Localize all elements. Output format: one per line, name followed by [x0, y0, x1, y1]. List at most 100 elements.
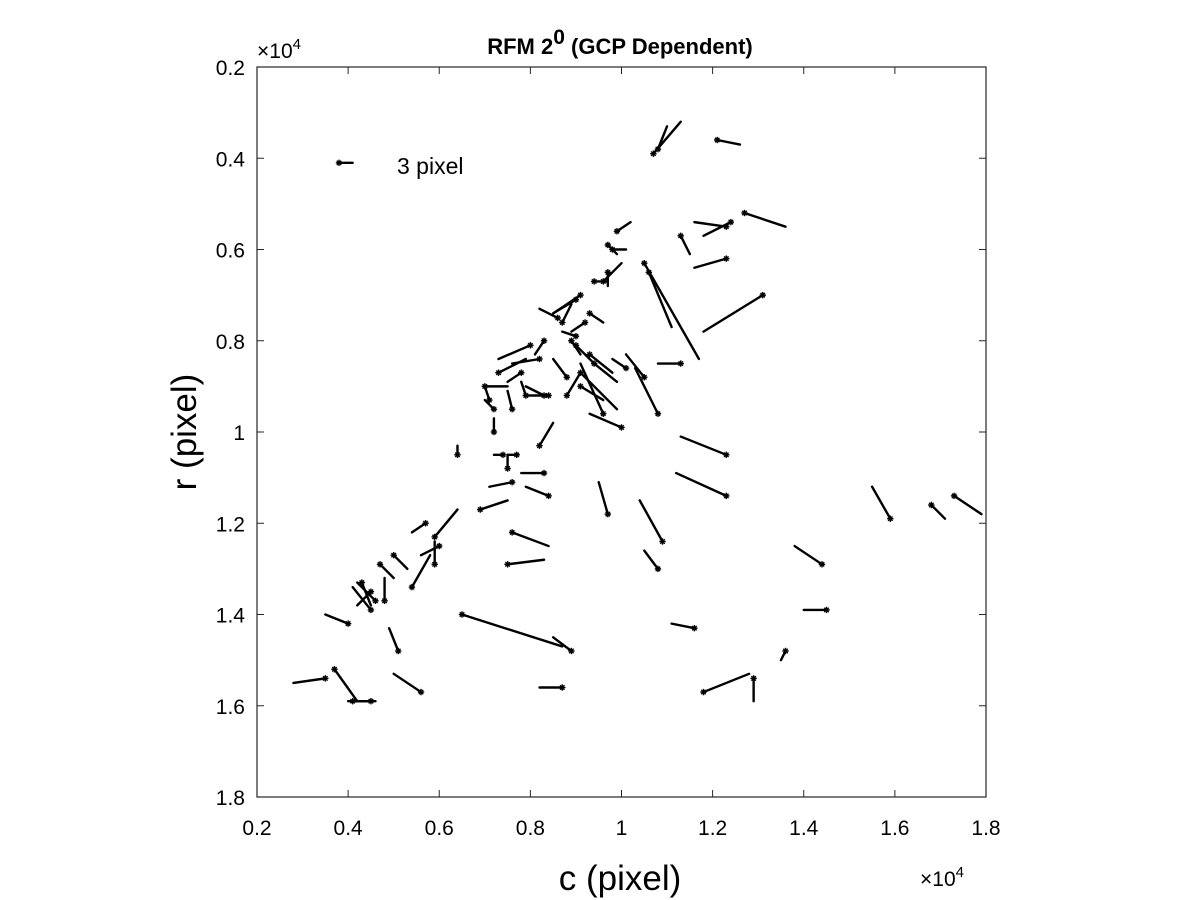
vector-base-marker — [641, 374, 648, 381]
vector-base-marker — [750, 675, 757, 682]
error-vector — [670, 622, 696, 630]
vector-base-marker — [545, 392, 552, 399]
vector-base-marker — [545, 492, 552, 500]
error-vector — [597, 480, 610, 516]
error-vector — [638, 499, 664, 543]
x-tick-label: 1.8 — [971, 817, 1000, 840]
vector-base-marker — [613, 228, 621, 235]
vector-base-marker — [645, 269, 653, 276]
vector-base-marker — [518, 369, 525, 376]
vector-base-marker — [577, 383, 584, 390]
vector-base-marker — [604, 241, 612, 249]
error-vector — [633, 366, 660, 415]
vector-base-marker — [586, 351, 593, 358]
vector-base-marker — [581, 319, 589, 326]
error-vector — [538, 307, 559, 320]
error-vector — [952, 494, 983, 516]
vector-base-marker — [540, 337, 548, 344]
vector-base-marker — [436, 542, 443, 550]
vector-base-marker — [618, 424, 625, 431]
error-vector — [579, 385, 605, 402]
vector-base-marker — [322, 675, 329, 682]
vector-base-marker — [372, 597, 379, 605]
vector-base-marker — [458, 611, 466, 618]
vector-base-marker — [344, 620, 352, 627]
vector-base-marker — [490, 428, 498, 436]
vector-base-marker — [650, 150, 657, 157]
error-vector — [656, 125, 669, 151]
vector-base-marker — [490, 405, 498, 413]
vector-base-marker — [609, 246, 616, 253]
vector-base-marker — [887, 515, 894, 522]
error-vector — [624, 353, 646, 379]
error-vector — [561, 330, 578, 338]
vector-base-marker — [622, 364, 630, 372]
vector-base-marker — [504, 465, 511, 472]
error-vector — [333, 668, 359, 703]
y-tick-label: 1 — [233, 422, 245, 445]
plot-frame — [256, 66, 987, 798]
vector-base-marker — [431, 533, 438, 541]
y-tick-label: 0.4 — [216, 148, 246, 171]
error-vector — [592, 362, 619, 384]
error-vector — [551, 636, 573, 653]
error-vector — [574, 344, 596, 365]
error-vector — [930, 503, 947, 520]
vector-base-marker — [381, 597, 388, 605]
vector-base-marker — [568, 337, 575, 344]
error-vector — [715, 138, 742, 146]
vector-base-marker — [563, 374, 571, 381]
error-vector — [497, 344, 532, 361]
vector-base-marker — [823, 606, 830, 614]
vector-base-marker — [499, 451, 507, 459]
y-tick-label: 1.8 — [216, 787, 245, 810]
vector-base-marker — [723, 223, 730, 230]
x-tick-label: 0.4 — [334, 817, 364, 840]
vector-base-marker — [408, 583, 416, 591]
vector-base-marker — [554, 314, 561, 322]
x-tick-label: 1.6 — [880, 817, 909, 840]
error-vector — [488, 480, 514, 488]
vector-base-marker — [477, 506, 484, 513]
vector-base-marker — [454, 451, 461, 459]
vector-base-marker — [677, 232, 684, 240]
vector-base-marker — [723, 255, 730, 262]
vector-base-marker — [568, 647, 575, 655]
y-axis-multiplier: ×104 — [257, 36, 301, 63]
error-vector — [392, 672, 423, 694]
error-vector — [702, 293, 764, 333]
error-vector — [679, 435, 728, 457]
error-vector — [433, 508, 459, 539]
vector-base-marker — [727, 218, 735, 226]
vector-base-marker — [600, 410, 607, 417]
legend: 3 pixel — [335, 153, 463, 179]
vector-base-marker — [713, 136, 721, 144]
vector-base-marker — [654, 565, 662, 573]
error-vector — [647, 271, 673, 329]
vector-base-marker — [577, 291, 584, 299]
vector-base-marker — [604, 269, 612, 276]
error-vector — [588, 412, 623, 429]
error-vector — [419, 544, 441, 557]
vector-base-marker — [331, 666, 338, 673]
y-tick-label: 1.6 — [216, 696, 245, 719]
x-tick-label: 0.2 — [242, 817, 271, 840]
error-vector — [693, 220, 728, 228]
error-vector — [643, 261, 701, 361]
x-axis-multiplier: ×104 — [920, 864, 964, 891]
vector-base-marker — [723, 451, 730, 459]
error-vector — [506, 558, 546, 566]
error-vector — [679, 234, 692, 256]
vector-base-marker — [486, 396, 493, 404]
vector-base-marker — [395, 647, 402, 655]
vector-base-marker — [508, 405, 516, 413]
error-vector — [551, 357, 569, 379]
error-vector — [392, 553, 409, 571]
error-vector — [693, 257, 728, 269]
error-vector — [743, 211, 787, 228]
error-vector — [506, 389, 514, 411]
error-vector — [551, 298, 578, 315]
vector-base-marker — [604, 510, 612, 518]
vector-base-marker — [641, 259, 648, 267]
vector-base-marker — [367, 588, 375, 595]
